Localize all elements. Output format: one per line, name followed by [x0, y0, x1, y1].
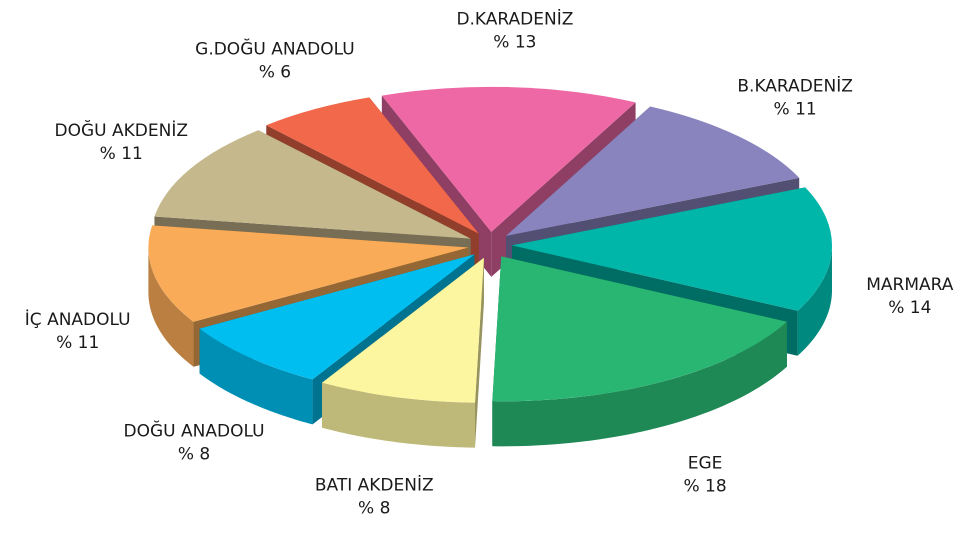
slice-wall: [148, 247, 194, 367]
slice-wall: [199, 328, 313, 425]
slice: [492, 256, 787, 402]
value-label: % 11: [100, 144, 143, 164]
value-label: % 6: [259, 62, 291, 82]
slice: [322, 257, 484, 403]
slice-label: DOĞU ANADOLU: [124, 420, 265, 442]
slice-wall: [797, 245, 832, 356]
slice: [199, 254, 475, 380]
slice-label: D.KARADENİZ: [456, 8, 573, 29]
slice-label: İÇ ANADOLU: [25, 309, 131, 330]
slice-label: BATI AKDENİZ: [315, 475, 434, 496]
slice-wall: [492, 321, 787, 447]
slice-label: B.KARADENİZ: [737, 75, 853, 96]
slice-label: EGE: [688, 454, 723, 474]
slice: [148, 225, 469, 322]
slice: [266, 97, 479, 234]
slice-side: [475, 257, 484, 448]
slice: [381, 86, 636, 232]
value-label: % 8: [358, 499, 390, 519]
slice-wall: [322, 382, 476, 448]
slice-label: MARMARA: [866, 275, 954, 295]
value-label: % 11: [56, 333, 99, 353]
slice: [511, 187, 832, 311]
slice-label: DOĞU AKDENİZ: [55, 119, 188, 141]
slice-label: G.DOĞU ANADOLU: [195, 37, 355, 59]
value-label: % 18: [683, 477, 726, 497]
value-label: % 11: [774, 99, 817, 119]
value-label: % 14: [888, 298, 931, 318]
value-label: % 13: [493, 32, 536, 52]
value-label: % 8: [178, 445, 210, 465]
slice: [505, 106, 800, 236]
slice: [154, 130, 471, 239]
